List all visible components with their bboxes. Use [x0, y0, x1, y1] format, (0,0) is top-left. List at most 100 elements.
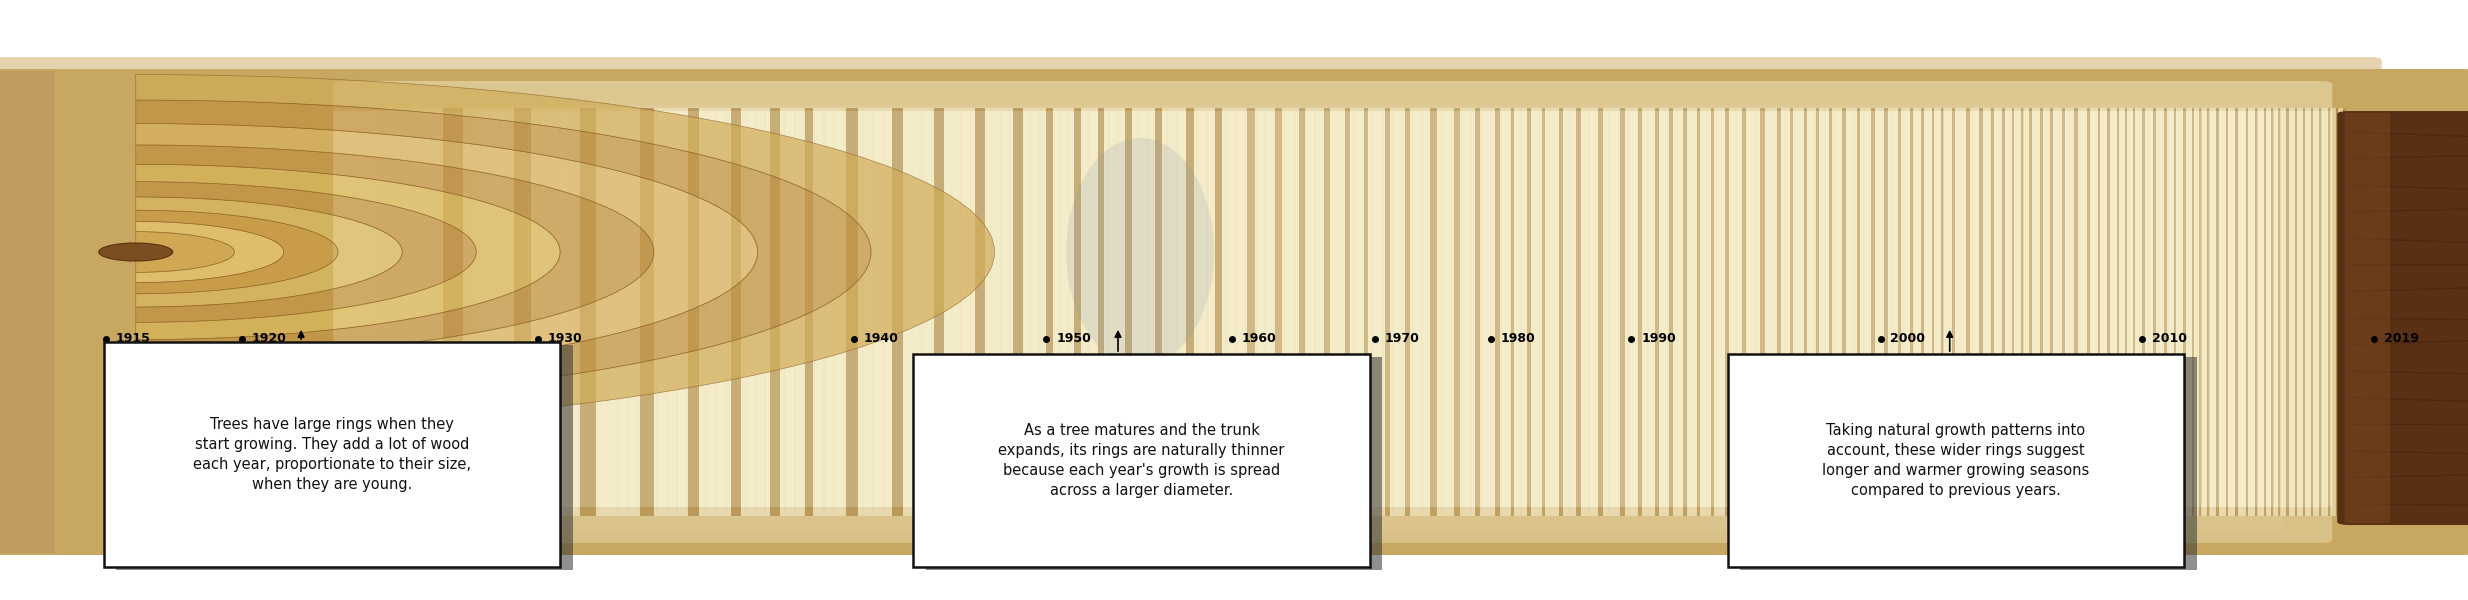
- Bar: [1925, 108, 1932, 516]
- Bar: [2236, 108, 2238, 516]
- Bar: [1668, 108, 1673, 516]
- Bar: [1876, 108, 1886, 516]
- Bar: [444, 108, 464, 516]
- Bar: [1459, 108, 1473, 516]
- Bar: [1597, 108, 1604, 516]
- Bar: [1022, 108, 1046, 516]
- Text: 2000: 2000: [1890, 332, 1925, 346]
- Polygon shape: [136, 164, 560, 340]
- Bar: [1454, 108, 1459, 516]
- Bar: [1098, 108, 1103, 516]
- Bar: [2024, 108, 2029, 516]
- FancyBboxPatch shape: [0, 71, 54, 553]
- Bar: [2248, 108, 2256, 516]
- Bar: [1557, 108, 1562, 516]
- Bar: [2145, 108, 2152, 516]
- Bar: [1967, 108, 1969, 516]
- Bar: [1856, 108, 1861, 516]
- Bar: [1046, 108, 1054, 516]
- Polygon shape: [136, 182, 476, 322]
- Bar: [770, 108, 780, 516]
- Bar: [1888, 108, 1898, 516]
- Bar: [1582, 108, 1597, 516]
- Bar: [2256, 108, 2258, 516]
- Bar: [805, 108, 812, 516]
- Bar: [1765, 108, 1777, 516]
- Ellipse shape: [1066, 138, 1214, 366]
- Bar: [2238, 108, 2246, 516]
- Bar: [1012, 108, 1022, 516]
- Circle shape: [99, 243, 173, 261]
- Bar: [740, 108, 770, 516]
- Bar: [2216, 108, 2219, 516]
- Bar: [1900, 108, 1910, 516]
- Bar: [1081, 108, 1098, 516]
- FancyBboxPatch shape: [104, 342, 560, 567]
- Bar: [2002, 108, 2004, 516]
- Bar: [689, 108, 698, 516]
- Bar: [1831, 108, 1841, 516]
- Bar: [1789, 108, 1794, 516]
- Bar: [1760, 108, 1765, 516]
- Text: Taking natural growth patterns into
account, these wider rings suggest
longer an: Taking natural growth patterns into acco…: [1821, 424, 2090, 497]
- Bar: [1624, 108, 1639, 516]
- Bar: [464, 108, 513, 516]
- Bar: [1994, 108, 2002, 516]
- Bar: [1913, 108, 1923, 516]
- Text: 2019: 2019: [2384, 332, 2419, 346]
- Bar: [2310, 108, 2313, 516]
- Bar: [698, 108, 731, 516]
- Bar: [2090, 108, 2098, 516]
- Bar: [639, 108, 654, 516]
- Text: 1930: 1930: [548, 332, 582, 346]
- Bar: [383, 108, 444, 516]
- Bar: [1992, 108, 1994, 516]
- Bar: [1713, 108, 1725, 516]
- Bar: [1054, 108, 1074, 516]
- Bar: [580, 108, 597, 516]
- Bar: [2051, 108, 2053, 516]
- Bar: [2273, 108, 2278, 516]
- Bar: [1641, 108, 1654, 516]
- Bar: [531, 108, 580, 516]
- Bar: [1385, 108, 1389, 516]
- Bar: [2285, 108, 2288, 516]
- Bar: [2295, 108, 2298, 516]
- FancyBboxPatch shape: [2345, 113, 2389, 523]
- FancyBboxPatch shape: [0, 69, 2468, 555]
- Bar: [1429, 108, 1436, 516]
- Bar: [1841, 108, 1846, 516]
- Bar: [1473, 108, 1478, 516]
- Bar: [1254, 108, 1276, 516]
- Bar: [2076, 108, 2078, 516]
- Bar: [2120, 108, 2125, 516]
- Bar: [731, 108, 740, 516]
- Bar: [1816, 108, 1819, 516]
- Bar: [2340, 108, 2342, 516]
- Bar: [1747, 108, 1760, 516]
- Text: 2010: 2010: [2152, 332, 2187, 346]
- Bar: [2142, 108, 2145, 516]
- Bar: [1728, 108, 1742, 516]
- Bar: [2127, 108, 2132, 516]
- Bar: [1969, 108, 1979, 516]
- Bar: [1436, 108, 1454, 516]
- Bar: [2219, 108, 2226, 516]
- Bar: [2174, 108, 2177, 516]
- FancyBboxPatch shape: [0, 507, 2382, 555]
- Bar: [1910, 108, 1913, 516]
- Polygon shape: [136, 232, 234, 272]
- Bar: [1779, 108, 1789, 516]
- Bar: [859, 108, 891, 516]
- Bar: [1496, 108, 1501, 516]
- Bar: [1982, 108, 1992, 516]
- Bar: [2135, 108, 2142, 516]
- Polygon shape: [136, 74, 995, 430]
- Bar: [2313, 108, 2320, 516]
- Bar: [2100, 108, 2108, 516]
- Polygon shape: [136, 100, 871, 404]
- Bar: [933, 108, 945, 516]
- Bar: [1742, 108, 1747, 516]
- FancyBboxPatch shape: [2337, 111, 2468, 525]
- Bar: [2320, 108, 2322, 516]
